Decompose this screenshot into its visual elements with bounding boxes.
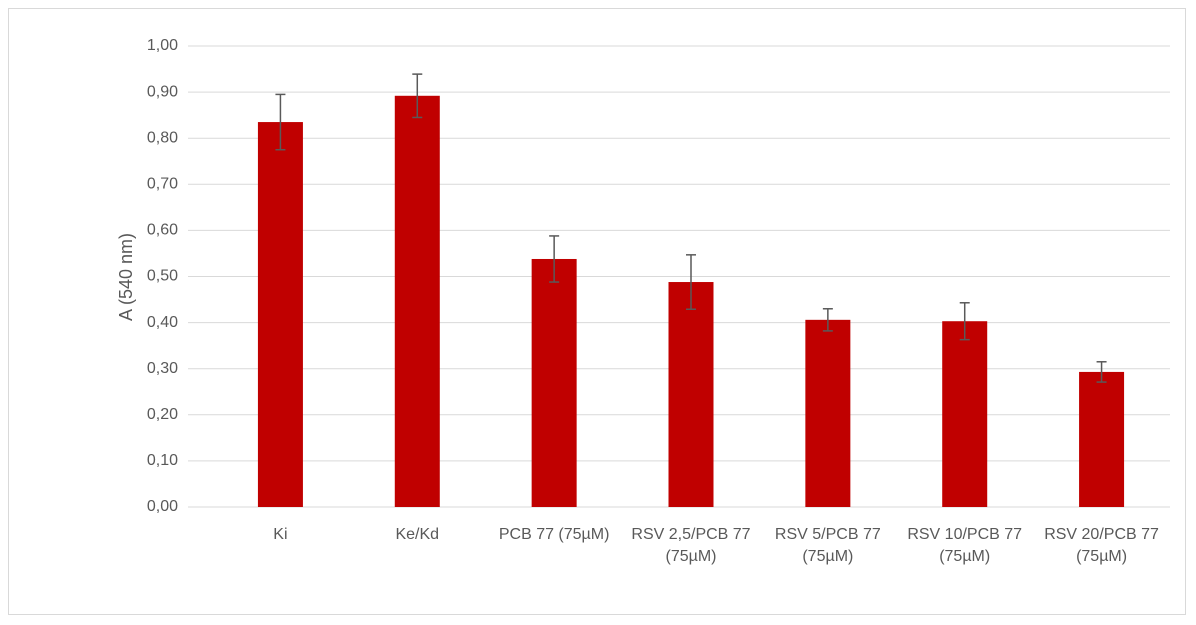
bar <box>668 282 714 507</box>
y-tick-label: 0,30 <box>147 360 178 377</box>
bar <box>257 122 303 507</box>
chart-frame <box>8 8 1186 615</box>
x-tick-label: RSV 20/PCB 77 (75µM) <box>1044 526 1159 565</box>
y-tick-label: 0,00 <box>147 498 178 515</box>
y-tick-label: 0,70 <box>147 176 178 193</box>
x-tick-label: Ki <box>273 526 288 543</box>
y-tick-label: 0,80 <box>147 129 178 146</box>
error-bar <box>549 235 560 283</box>
bar <box>942 321 988 507</box>
error-bar <box>822 308 833 332</box>
y-tick-label: 0,60 <box>147 222 178 239</box>
bar <box>531 258 577 507</box>
x-tick-label: RSV 2,5/PCB 77 (75µM) <box>631 526 751 565</box>
y-tick-label: 0,40 <box>147 314 178 331</box>
error-bar <box>1096 361 1107 383</box>
y-tick-label: 0,20 <box>147 406 178 423</box>
error-bar <box>959 302 970 341</box>
x-tick-label: RSV 5/PCB 77 (75µM) <box>774 526 881 565</box>
x-tick-label: Ke/Kd <box>395 526 440 543</box>
bar <box>394 95 440 508</box>
y-tick-label: 0,90 <box>147 83 178 100</box>
y-tick-label: 0,10 <box>147 452 178 469</box>
error-bar <box>275 93 286 151</box>
error-bar <box>412 73 423 119</box>
error-bar <box>686 254 696 310</box>
y-axis-label: A (540 nm) <box>116 233 136 321</box>
x-tick-label: RSV 10/PCB 77 (75µM) <box>907 526 1023 565</box>
bar <box>805 319 851 507</box>
bar <box>1079 371 1125 507</box>
y-tick-label: 1,00 <box>147 37 178 54</box>
y-tick-label: 0,50 <box>147 268 178 285</box>
x-tick-label: PCB 77 (75µM) <box>498 526 610 543</box>
